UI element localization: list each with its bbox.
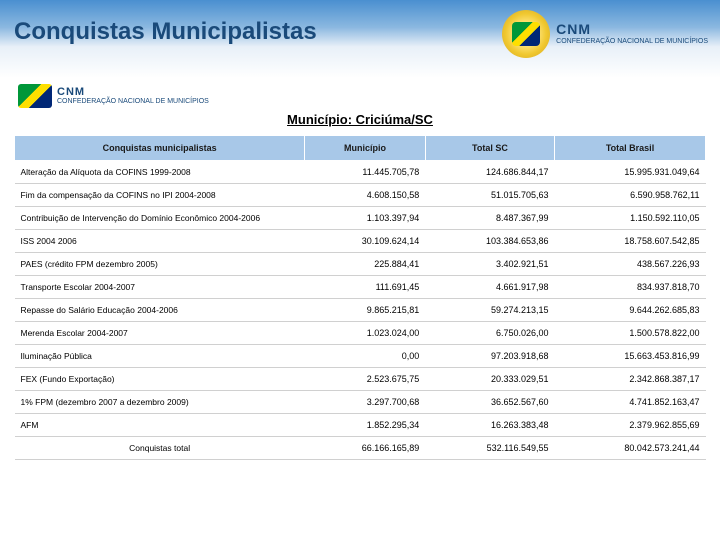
row-value: 4.661.917,98 [425,276,554,299]
table-row: AFM1.852.295,3416.263.383,482.379.962.85… [15,414,706,437]
logo-text: CNM CONFEDERAÇÃO NACIONAL DE MUNICÍPIOS [556,22,708,45]
row-value: 6.750.026,00 [425,322,554,345]
row-value: 18.758.607.542,85 [555,230,706,253]
page-title: Conquistas Municipalistas [14,18,317,46]
logo-cnm-top: CNM CONFEDERAÇÃO NACIONAL DE MUNICÍPIOS [488,4,708,64]
row-value: 15.995.931.049,64 [555,161,706,184]
small-logo-cnm: CNM [57,87,209,98]
row-value: 20.333.029,51 [425,368,554,391]
row-value: 66.166.165,89 [305,437,426,460]
table-row: FEX (Fundo Exportação)2.523.675,7520.333… [15,368,706,391]
table-row: Repasse do Salário Educação 2004-20069.8… [15,299,706,322]
row-value: 1.500.578.822,00 [555,322,706,345]
row-value: 4.741.852.163,47 [555,391,706,414]
row-value: 3.402.921,51 [425,253,554,276]
row-label: FEX (Fundo Exportação) [15,368,305,391]
row-value: 2.523.675,75 [305,368,426,391]
row-value: 1.023.024,00 [305,322,426,345]
row-label: Merenda Escolar 2004-2007 [15,322,305,345]
row-value: 15.663.453.816,99 [555,345,706,368]
col-total-brasil: Total Brasil [555,136,706,161]
row-label: AFM [15,414,305,437]
col-conquistas: Conquistas municipalistas [15,136,305,161]
table-row: Alteração da Alíquota da COFINS 1999-200… [15,161,706,184]
row-value: 0,00 [305,345,426,368]
row-value: 16.263.383,48 [425,414,554,437]
table-body: Alteração da Alíquota da COFINS 1999-200… [15,161,706,460]
row-value: 6.590.958.762,11 [555,184,706,207]
table-row: Merenda Escolar 2004-20071.023.024,006.7… [15,322,706,345]
small-logo-sub: CONFEDERAÇÃO NACIONAL DE MUNICÍPIOS [57,98,209,105]
table-row: ISS 2004 200630.109.624,14103.384.653,86… [15,230,706,253]
row-value: 9.865.215,81 [305,299,426,322]
row-value: 30.109.624,14 [305,230,426,253]
table-row: Transporte Escolar 2004-2007111.691,454.… [15,276,706,299]
table-row: 1% FPM (dezembro 2007 a dezembro 2009)3.… [15,391,706,414]
row-label: Alteração da Alíquota da COFINS 1999-200… [15,161,305,184]
row-value: 3.297.700,68 [305,391,426,414]
row-value: 2.379.962.855,69 [555,414,706,437]
row-value: 8.487.367,99 [425,207,554,230]
small-logo-text: CNM CONFEDERAÇÃO NACIONAL DE MUNICÍPIOS [57,87,209,105]
conquistas-table: Conquistas municipalistas Município Tota… [14,135,706,460]
row-value: 225.884,41 [305,253,426,276]
header-band: Conquistas Municipalistas CNM CONFEDERAÇ… [0,0,720,78]
row-label: Transporte Escolar 2004-2007 [15,276,305,299]
col-municipio: Município [305,136,426,161]
table-row: Fim da compensação da COFINS no IPI 2004… [15,184,706,207]
row-value: 59.274.213,15 [425,299,554,322]
row-label: PAES (crédito FPM dezembro 2005) [15,253,305,276]
col-total-sc: Total SC [425,136,554,161]
table-header: Conquistas municipalistas Município Tota… [15,136,706,161]
row-value: 97.203.918,68 [425,345,554,368]
municipio-title: Município: Criciúma/SC [14,112,706,127]
row-value: 11.445.705,78 [305,161,426,184]
flag-icon [18,84,52,108]
row-label: Conquistas total [15,437,305,460]
row-value: 36.652.567,60 [425,391,554,414]
row-value: 532.116.549,55 [425,437,554,460]
row-value: 1.150.592.110,05 [555,207,706,230]
row-value: 80.042.573.241,44 [555,437,706,460]
row-label: ISS 2004 2006 [15,230,305,253]
row-value: 1.103.397,94 [305,207,426,230]
anniversary-badge-icon [502,10,550,58]
row-value: 834.937.818,70 [555,276,706,299]
row-label: Contribuição de Intervenção do Domínio E… [15,207,305,230]
logo-sub-label: CONFEDERAÇÃO NACIONAL DE MUNICÍPIOS [556,38,708,46]
row-value: 4.608.150,58 [305,184,426,207]
row-label: Fim da compensação da COFINS no IPI 2004… [15,184,305,207]
table-row: Conquistas total66.166.165,89532.116.549… [15,437,706,460]
row-value: 51.015.705,63 [425,184,554,207]
table-row: Contribuição de Intervenção do Domínio E… [15,207,706,230]
row-label: Repasse do Salário Educação 2004-2006 [15,299,305,322]
table-row: PAES (crédito FPM dezembro 2005)225.884,… [15,253,706,276]
row-value: 1.852.295,34 [305,414,426,437]
row-value: 111.691,45 [305,276,426,299]
row-value: 103.384.653,86 [425,230,554,253]
logo-cnm-small: CNM CONFEDERAÇÃO NACIONAL DE MUNICÍPIOS [18,84,706,108]
row-label: 1% FPM (dezembro 2007 a dezembro 2009) [15,391,305,414]
row-value: 2.342.868.387,17 [555,368,706,391]
row-value: 438.567.226,93 [555,253,706,276]
logo-cnm-label: CNM [556,22,708,37]
row-value: 124.686.844,17 [425,161,554,184]
row-value: 9.644.262.685,83 [555,299,706,322]
content-area: CNM CONFEDERAÇÃO NACIONAL DE MUNICÍPIOS … [0,84,720,460]
row-label: Iluminação Pública [15,345,305,368]
table-row: Iluminação Pública0,0097.203.918,6815.66… [15,345,706,368]
